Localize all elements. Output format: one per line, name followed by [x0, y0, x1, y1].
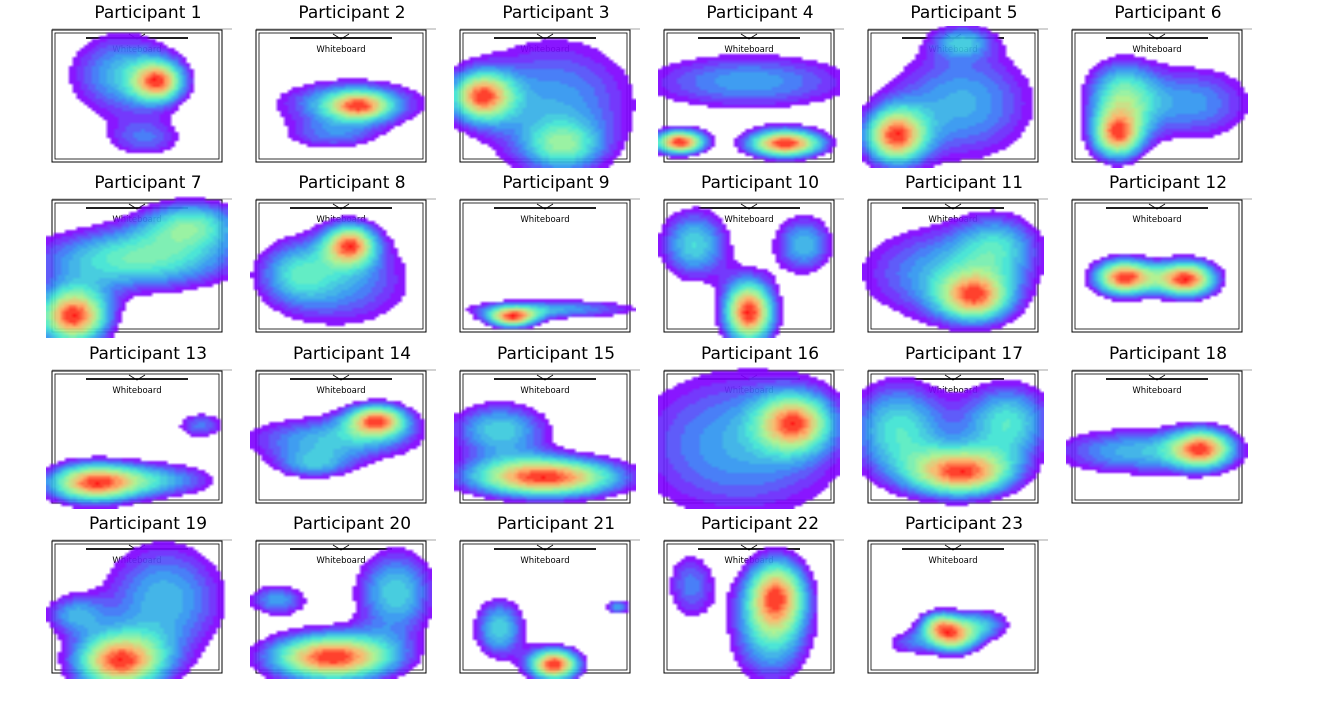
- panel-title: Participant 14: [292, 344, 412, 364]
- density-plot: Whiteboard: [250, 367, 436, 509]
- panel-title: Participant 18: [1108, 344, 1228, 364]
- panel-title: Participant 15: [496, 344, 616, 364]
- density-plot: Whiteboard: [658, 367, 844, 509]
- panel-title: Participant 13: [88, 344, 208, 364]
- panel-title: Participant 16: [700, 344, 820, 364]
- density-plot: Whiteboard: [46, 537, 232, 679]
- participant-panel: Participant 3 Whiteboard: [454, 0, 658, 170]
- density-heatmap: [250, 26, 432, 168]
- panel-title: Participant 23: [904, 514, 1024, 534]
- participant-panel: Participant 8 Whiteboard: [250, 170, 454, 340]
- panel-title: Participant 17: [904, 344, 1024, 364]
- density-plot: Whiteboard: [862, 367, 1048, 509]
- density-heatmap: [454, 367, 636, 509]
- density-plot: Whiteboard: [862, 196, 1048, 338]
- density-plot: Whiteboard: [862, 26, 1048, 168]
- density-plot: Whiteboard: [46, 196, 232, 338]
- panel-title: Participant 9: [502, 173, 610, 193]
- participant-panel: Participant 23 Whiteboard: [862, 511, 1066, 681]
- participant-panel: Participant 1 Whiteboard: [46, 0, 250, 170]
- density-heatmap: [46, 26, 228, 168]
- density-heatmap: [1066, 26, 1248, 168]
- participant-panel: Participant 2 Whiteboard: [250, 0, 454, 170]
- density-plot: Whiteboard: [250, 196, 436, 338]
- density-heatmap: [250, 537, 432, 679]
- density-heatmap: [658, 367, 840, 509]
- density-plot: Whiteboard: [658, 537, 844, 679]
- density-heatmap: [862, 367, 1044, 509]
- density-heatmap: [454, 537, 636, 679]
- participant-panel: Participant 4 Whiteboard: [658, 0, 862, 170]
- density-plot: Whiteboard: [658, 26, 844, 168]
- density-plot: Whiteboard: [862, 537, 1048, 679]
- panel-title: Participant 4: [706, 3, 814, 23]
- density-heatmap: [862, 26, 1044, 168]
- density-heatmap: [46, 537, 228, 679]
- panel-title: Participant 19: [88, 514, 208, 534]
- density-heatmap: [658, 537, 840, 679]
- panel-title: Participant 11: [904, 173, 1024, 193]
- density-heatmap: [250, 196, 432, 338]
- panel-title: Participant 6: [1114, 3, 1222, 23]
- participant-panel: Participant 20 Whiteboard: [250, 511, 454, 681]
- participant-panel: Participant 7 Whiteboard: [46, 170, 250, 340]
- panel-title: Participant 12: [1108, 173, 1228, 193]
- panel-title: Participant 21: [496, 514, 616, 534]
- participant-panel: Participant 16 Whiteboard: [658, 341, 862, 511]
- density-plot: Whiteboard: [454, 26, 640, 168]
- density-plot: Whiteboard: [658, 196, 844, 338]
- participant-panel: Participant 9 Whiteboard: [454, 170, 658, 340]
- participant-panel: Participant 21 Whiteboard: [454, 511, 658, 681]
- density-heatmap: [46, 367, 228, 509]
- panel-title: Participant 10: [700, 173, 820, 193]
- participant-panel: Participant 22 Whiteboard: [658, 511, 862, 681]
- density-heatmap: [1066, 367, 1248, 509]
- participant-panel: Participant 12 Whiteboard: [1066, 170, 1270, 340]
- panel-title: Participant 5: [910, 3, 1018, 23]
- density-plot: Whiteboard: [46, 367, 232, 509]
- density-plot: Whiteboard: [454, 196, 640, 338]
- panel-title: Participant 3: [502, 3, 610, 23]
- participant-panel: Participant 17 Whiteboard: [862, 341, 1066, 511]
- participant-panel: Participant 19 Whiteboard: [46, 511, 250, 681]
- participant-panel: Participant 14 Whiteboard: [250, 341, 454, 511]
- density-heatmap: [454, 196, 636, 338]
- panel-title: Participant 2: [298, 3, 406, 23]
- panel-title: Participant 1: [94, 3, 202, 23]
- density-plot: Whiteboard: [1066, 196, 1252, 338]
- panel-title: Participant 20: [292, 514, 412, 534]
- participant-panel: Participant 10 Whiteboard: [658, 170, 862, 340]
- density-heatmap: [862, 196, 1044, 338]
- density-heatmap: [46, 196, 228, 338]
- density-heatmap: [250, 367, 432, 509]
- panel-title: Participant 7: [94, 173, 202, 193]
- density-heatmap: [862, 537, 1044, 679]
- participant-panel: Participant 5 Whiteboard: [862, 0, 1066, 170]
- density-heatmap: [1066, 196, 1248, 338]
- density-plot: Whiteboard: [454, 367, 640, 509]
- density-plot: Whiteboard: [454, 537, 640, 679]
- participant-panel: Participant 11 Whiteboard: [862, 170, 1066, 340]
- panel-title: Participant 22: [700, 514, 820, 534]
- density-plot: Whiteboard: [250, 537, 436, 679]
- density-heatmap: [658, 196, 840, 338]
- participant-panel: Participant 18 Whiteboard: [1066, 341, 1270, 511]
- panel-title: Participant 8: [298, 173, 406, 193]
- density-plot: Whiteboard: [46, 26, 232, 168]
- density-heatmap: [658, 26, 840, 168]
- density-plot: Whiteboard: [1066, 26, 1252, 168]
- density-plot: Whiteboard: [1066, 367, 1252, 509]
- density-plot: Whiteboard: [250, 26, 436, 168]
- participant-panel: Participant 13 Whiteboard: [46, 341, 250, 511]
- participant-panel: Participant 6 Whiteboard: [1066, 0, 1270, 170]
- participant-panel: Participant 15 Whiteboard: [454, 341, 658, 511]
- density-heatmap: [454, 26, 636, 168]
